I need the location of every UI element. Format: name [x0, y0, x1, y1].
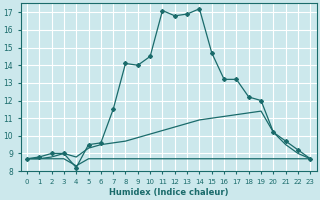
X-axis label: Humidex (Indice chaleur): Humidex (Indice chaleur): [109, 188, 228, 197]
